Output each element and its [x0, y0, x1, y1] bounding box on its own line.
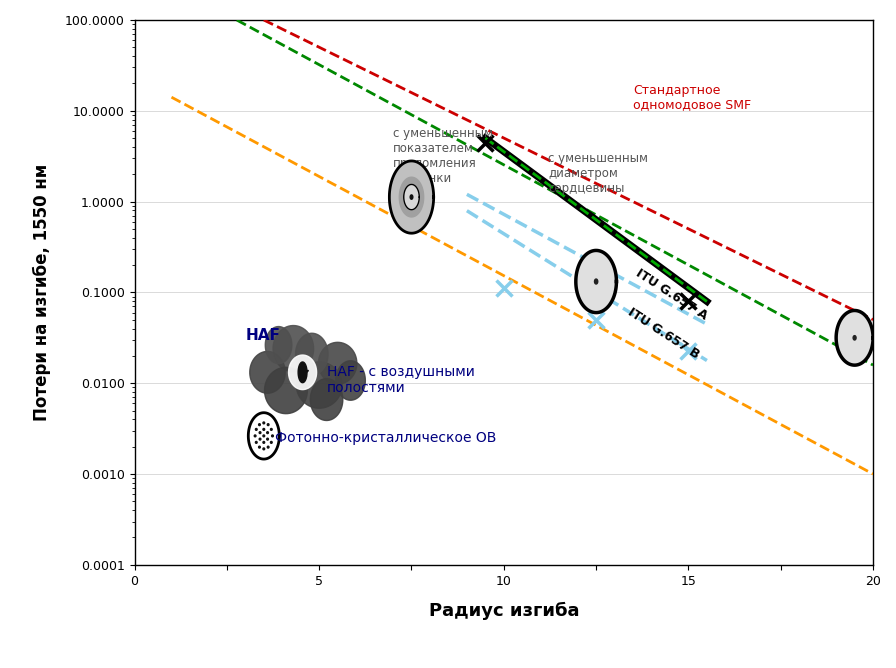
Polygon shape: [259, 438, 261, 440]
Text: с уменьшенным
показателем
преломления
оболочки: с уменьшенным показателем преломления об…: [393, 127, 493, 185]
Polygon shape: [271, 435, 273, 437]
Polygon shape: [400, 177, 424, 217]
Text: Стандартное
одномодовое SMF: Стандартное одномодовое SMF: [633, 84, 751, 112]
Polygon shape: [267, 438, 269, 440]
Polygon shape: [250, 351, 285, 393]
Text: ITU G.657 A: ITU G.657 A: [633, 267, 710, 323]
Polygon shape: [595, 279, 598, 284]
Polygon shape: [267, 424, 269, 426]
Polygon shape: [410, 195, 413, 199]
Polygon shape: [404, 184, 419, 210]
Polygon shape: [263, 435, 264, 437]
Polygon shape: [336, 361, 366, 400]
Y-axis label: Потери на изгибе, 1550 нм: Потери на изгибе, 1550 нм: [33, 164, 51, 421]
Polygon shape: [267, 432, 269, 434]
Text: HAF: HAF: [246, 327, 280, 343]
Polygon shape: [271, 428, 272, 430]
Polygon shape: [264, 367, 307, 413]
X-axis label: Радиус изгиба: Радиус изгиба: [428, 601, 579, 620]
Polygon shape: [271, 442, 272, 444]
Polygon shape: [263, 442, 264, 444]
Polygon shape: [273, 325, 314, 372]
Polygon shape: [263, 422, 264, 424]
Polygon shape: [259, 446, 261, 448]
Polygon shape: [259, 432, 261, 434]
Polygon shape: [853, 335, 856, 340]
Text: HAF - с воздушными
полостями: HAF - с воздушными полостями: [326, 365, 475, 395]
Polygon shape: [263, 448, 264, 450]
Polygon shape: [267, 446, 269, 448]
Text: ITU G.657 B: ITU G.657 B: [625, 306, 702, 362]
Polygon shape: [296, 333, 328, 375]
Polygon shape: [248, 413, 280, 459]
Polygon shape: [265, 327, 292, 363]
Polygon shape: [255, 428, 257, 430]
Polygon shape: [254, 435, 256, 437]
Polygon shape: [836, 311, 873, 365]
Polygon shape: [318, 342, 357, 384]
Text: с уменьшенным
диаметром
сердцевины: с уменьшенным диаметром сердцевины: [548, 152, 648, 194]
Polygon shape: [390, 161, 434, 233]
Polygon shape: [255, 442, 257, 444]
Polygon shape: [289, 355, 316, 389]
Text: Фотонно-кристаллическое ОВ: Фотонно-кристаллическое ОВ: [275, 432, 496, 446]
Polygon shape: [297, 362, 342, 408]
Polygon shape: [259, 424, 261, 426]
Polygon shape: [310, 379, 343, 420]
Polygon shape: [576, 250, 616, 313]
Polygon shape: [298, 362, 307, 383]
Polygon shape: [263, 428, 264, 430]
